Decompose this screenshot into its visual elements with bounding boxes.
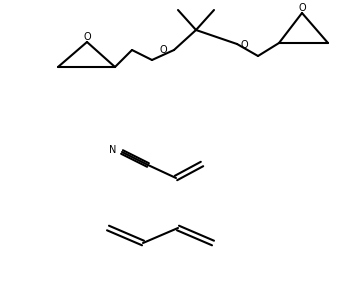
- Text: O: O: [83, 32, 91, 42]
- Text: O: O: [298, 3, 306, 13]
- Text: O: O: [159, 45, 167, 55]
- Text: N: N: [109, 145, 116, 155]
- Text: O: O: [240, 40, 248, 50]
